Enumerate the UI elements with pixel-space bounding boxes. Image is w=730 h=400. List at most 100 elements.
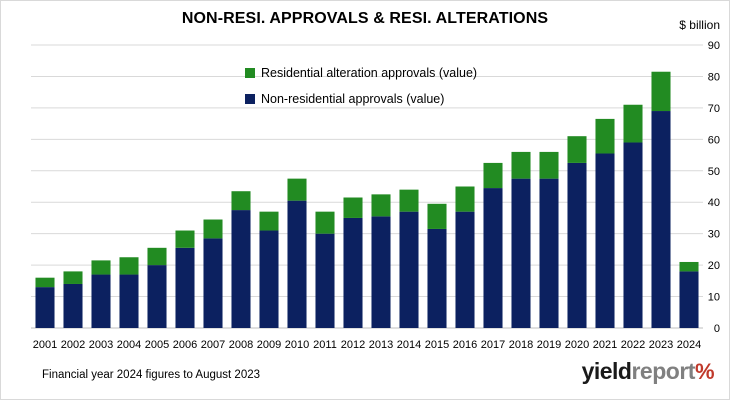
x-tick-label-2022: 2022	[621, 339, 645, 351]
x-tick-label-2010: 2010	[285, 339, 309, 351]
x-tick-label-2007: 2007	[201, 339, 225, 351]
bar-non-residential-2012	[343, 217, 363, 328]
bar-residential-alterations-2010	[287, 178, 307, 201]
y-axis-unit-label: $ billion	[679, 18, 720, 32]
y-tick-label-70: 70	[708, 103, 720, 115]
bar-residential-alterations-2002	[63, 271, 83, 284]
legend: Residential alteration approvals (value)…	[245, 60, 477, 112]
legend-item-non-residential: Non-residential approvals (value)	[245, 86, 477, 112]
x-tick-label-2005: 2005	[145, 339, 169, 351]
legend-swatch-residential-alterations	[245, 68, 255, 78]
bar-non-residential-2020	[567, 162, 587, 328]
bars	[35, 71, 699, 329]
bar-residential-alterations-2007	[203, 219, 223, 239]
bar-residential-alterations-2016	[455, 186, 475, 212]
y-tick-label-60: 60	[708, 134, 720, 146]
x-tick-label-2003: 2003	[89, 339, 113, 351]
y-tick-label-0: 0	[714, 323, 720, 335]
bar-non-residential-2013	[371, 216, 391, 328]
bar-residential-alterations-2018	[511, 151, 531, 179]
gridlines	[31, 44, 703, 329]
x-tick-label-2023: 2023	[649, 339, 673, 351]
bar-residential-alterations-2006	[175, 230, 195, 248]
bar-residential-alterations-2014	[399, 189, 419, 212]
bar-non-residential-2008	[231, 210, 251, 328]
x-tick-label-2002: 2002	[61, 339, 85, 351]
legend-item-residential-alterations: Residential alteration approvals (value)	[245, 60, 477, 86]
bar-residential-alterations-2001	[35, 277, 55, 288]
bar-non-residential-2019	[539, 178, 559, 328]
x-tick-label-2011: 2011	[313, 339, 337, 351]
y-tick-label-40: 40	[708, 197, 720, 209]
bar-residential-alterations-2020	[567, 136, 587, 163]
y-tick-label-20: 20	[708, 260, 720, 272]
bar-non-residential-2017	[483, 188, 503, 328]
x-tick-label-2018: 2018	[509, 339, 533, 351]
bar-non-residential-2015	[427, 228, 447, 328]
x-tick-label-2006: 2006	[173, 339, 197, 351]
bar-residential-alterations-2017	[483, 162, 503, 189]
yieldreport-logo: yieldreport%	[581, 358, 715, 385]
x-tick-label-2017: 2017	[481, 339, 505, 351]
x-tick-label-2021: 2021	[593, 339, 617, 351]
x-tick-label-2024: 2024	[677, 339, 701, 351]
x-tick-label-2020: 2020	[565, 339, 589, 351]
bar-non-residential-2003	[91, 274, 111, 328]
bar-non-residential-2010	[287, 200, 307, 328]
x-tick-label-2016: 2016	[453, 339, 477, 351]
bar-non-residential-2016	[455, 211, 475, 328]
x-tick-labels: 2001 2002 2003 2004 2005 2006 2007 2008 2009 2010…	[33, 339, 701, 351]
chart-title: NON-RESI. APPROVALS & RESI. ALTERATIONS	[181, 10, 549, 27]
y-tick-label-30: 30	[708, 229, 720, 241]
legend-label-residential-alterations: Residential alteration approvals (value)	[261, 66, 478, 80]
legend-label-non-residential: Non-residential approvals (value)	[261, 92, 445, 106]
x-tick-label-2009: 2009	[257, 339, 281, 351]
bar-non-residential-2004	[119, 274, 139, 328]
bar-non-residential-2002	[63, 283, 83, 328]
logo-percent-symbol: %	[694, 359, 715, 384]
logo-word-yield: yield	[581, 358, 632, 384]
bar-residential-alterations-2013	[371, 194, 391, 217]
bar-residential-alterations-2003	[91, 260, 111, 275]
bar-residential-alterations-2024	[679, 261, 699, 272]
bar-residential-alterations-2022	[623, 104, 643, 143]
bar-non-residential-2022	[623, 142, 643, 328]
bar-residential-alterations-2012	[343, 197, 363, 218]
bar-non-residential-2021	[595, 153, 615, 328]
bar-residential-alterations-2019	[539, 151, 559, 179]
x-tick-label-2001: 2001	[33, 339, 57, 351]
bar-non-residential-2009	[259, 230, 279, 328]
bar-non-residential-2011	[315, 233, 335, 328]
footnote: Financial year 2024 figures to August 20…	[42, 369, 261, 381]
bar-non-residential-2024	[679, 271, 699, 328]
logo-word-report: report	[631, 358, 695, 384]
bar-non-residential-2005	[147, 265, 167, 328]
x-tick-label-2004: 2004	[117, 339, 141, 351]
bar-residential-alterations-2015	[427, 203, 447, 229]
y-tick-label-10: 10	[708, 292, 720, 304]
bar-residential-alterations-2009	[259, 211, 279, 231]
bar-non-residential-2018	[511, 178, 531, 328]
bar-non-residential-2023	[651, 111, 671, 329]
x-tick-label-2014: 2014	[397, 339, 421, 351]
bar-residential-alterations-2011	[315, 211, 335, 234]
y-tick-labels: 0 10 20 30 40 50 60 70 80 90	[708, 40, 720, 335]
y-tick-label-80: 80	[708, 71, 720, 83]
bar-residential-alterations-2008	[231, 191, 251, 211]
x-tick-label-2008: 2008	[229, 339, 253, 351]
bar-residential-alterations-2004	[119, 257, 139, 275]
x-tick-label-2015: 2015	[425, 339, 449, 351]
legend-swatch-non-residential	[245, 94, 255, 104]
bar-residential-alterations-2023	[651, 71, 671, 112]
bar-non-residential-2001	[35, 287, 55, 328]
x-tick-label-2012: 2012	[341, 339, 365, 351]
x-tick-label-2013: 2013	[369, 339, 393, 351]
y-tick-label-50: 50	[708, 166, 720, 178]
bar-residential-alterations-2005	[147, 247, 167, 266]
bar-non-residential-2006	[175, 247, 195, 328]
x-tick-label-2019: 2019	[537, 339, 561, 351]
bar-non-residential-2007	[203, 238, 223, 328]
y-tick-label-90: 90	[708, 40, 720, 52]
bar-residential-alterations-2021	[595, 118, 615, 154]
